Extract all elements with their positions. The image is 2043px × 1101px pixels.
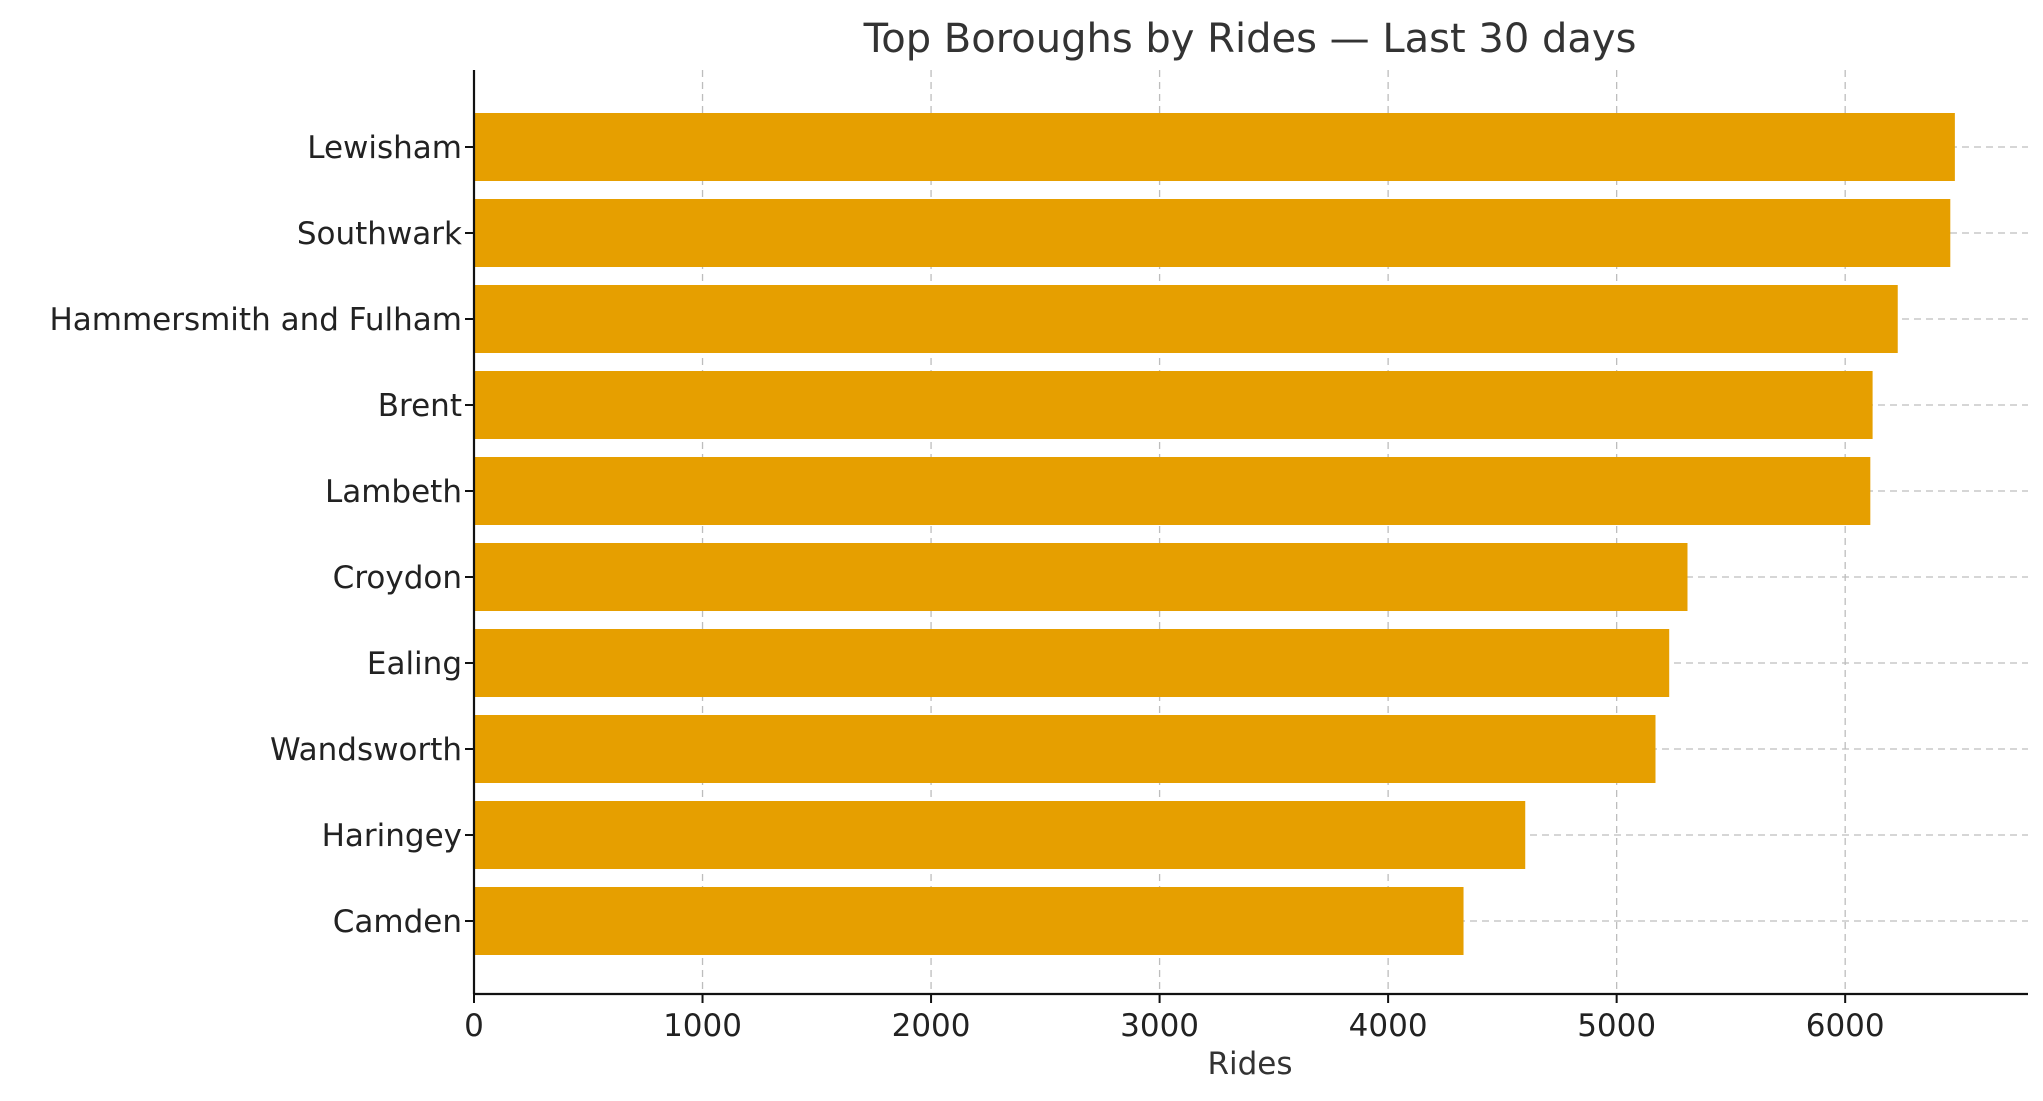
bar xyxy=(474,199,1951,267)
category-label: Croydon xyxy=(333,560,462,596)
bar xyxy=(474,371,1873,439)
category-label: Haringey xyxy=(322,818,462,854)
category-label: Brent xyxy=(378,388,462,424)
category-label: Wandsworth xyxy=(270,732,462,768)
x-ticks: 0 1000 2000 3000 4000 5000 6000 xyxy=(464,146,1885,1044)
bar xyxy=(474,457,1871,525)
bar xyxy=(474,715,1656,783)
x-tick-label: 2000 xyxy=(892,1008,971,1044)
x-axis-label: Rides xyxy=(1207,1046,1292,1082)
bar xyxy=(474,887,1464,955)
bar xyxy=(474,629,1670,697)
bars xyxy=(474,113,1955,955)
x-tick-label: 6000 xyxy=(1806,1008,1885,1044)
bar xyxy=(474,285,1898,353)
x-tick-label: 5000 xyxy=(1577,1008,1656,1044)
bar xyxy=(474,801,1526,869)
x-tick-label: 3000 xyxy=(1120,1008,1199,1044)
category-label: Lambeth xyxy=(325,474,462,510)
category-label: Ealing xyxy=(367,646,462,682)
x-tick-label: 1000 xyxy=(663,1008,742,1044)
category-labels: Lewisham Southwark Hammersmith and Fulham B… xyxy=(49,130,462,940)
category-label: Camden xyxy=(333,904,462,940)
category-label: Southwark xyxy=(297,216,462,252)
bar xyxy=(474,113,1955,181)
x-tick-label: 0 xyxy=(464,1008,484,1044)
category-label: Lewisham xyxy=(307,130,462,166)
category-label: Hammersmith and Fulham xyxy=(49,302,462,338)
x-tick-label: 4000 xyxy=(1349,1008,1428,1044)
axes xyxy=(472,70,2028,996)
bar xyxy=(474,543,1688,611)
chart-title: Top Boroughs by Rides — Last 30 days xyxy=(863,16,1637,62)
